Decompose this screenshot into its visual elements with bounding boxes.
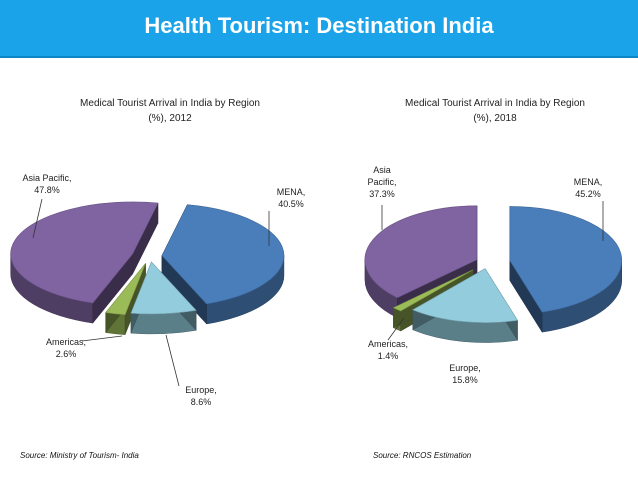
chart-2012-title: Medical Tourist Arrival in India by Regi… <box>20 96 320 126</box>
label-asia-2018-value: 37.3% <box>369 189 395 199</box>
slice-mena <box>161 204 285 325</box>
label-mena-2018-value: 45.2% <box>575 189 601 199</box>
label-mena-2018: MENA, 45.2% <box>565 176 611 200</box>
label-mena-2018-name: MENA, <box>573 177 603 187</box>
label-americas-2012: Americas, 2.6% <box>38 336 94 360</box>
chart-2012-title-line2: (%), 2012 <box>148 113 192 124</box>
label-mena-2012-name: MENA, <box>276 187 306 197</box>
label-asia-2012: Asia Pacific, 47.8% <box>22 172 72 196</box>
slice-europe <box>130 261 197 335</box>
label-asia-2012-value: 47.8% <box>34 185 60 195</box>
label-americas-2012-value: 2.6% <box>55 349 77 359</box>
label-europe-2018-value: 15.8% <box>452 375 478 385</box>
pie-chart-2012 <box>10 201 285 335</box>
label-europe-2018: Europe, 15.8% <box>442 362 488 386</box>
chart-2018-title-line2: (%), 2018 <box>473 113 517 124</box>
label-europe-2012-value: 8.6% <box>190 397 212 407</box>
label-americas-2018: Americas, 1.4% <box>360 338 416 362</box>
leader-americas-2012 <box>81 335 123 342</box>
slice-europe <box>412 267 519 343</box>
leader-europe-2012 <box>165 334 180 387</box>
label-asia-2018-name1: Asia <box>373 165 391 175</box>
label-europe-2012: Europe, 8.6% <box>178 384 224 408</box>
label-mena-2012-value: 40.5% <box>278 199 304 209</box>
leader-lines <box>32 198 604 387</box>
leader-americas-2018 <box>387 317 405 341</box>
label-americas-2018-value: 1.4% <box>377 351 399 361</box>
chart-2018-title-line1: Medical Tourist Arrival in India by Regi… <box>405 98 585 109</box>
page-title: Health Tourism: Destination India <box>144 13 494 38</box>
chart-2012-title-line1: Medical Tourist Arrival in India by Regi… <box>80 98 260 109</box>
label-asia-2018-name2: Pacific, <box>367 177 397 187</box>
chart-2018-title: Medical Tourist Arrival in India by Regi… <box>345 96 638 126</box>
label-asia-2018: Asia Pacific, 37.3% <box>362 164 402 200</box>
source-note-2012: Source: Ministry of Tourism- India <box>20 451 139 460</box>
label-asia-2012-name: Asia Pacific, <box>22 173 72 183</box>
label-americas-2012-name: Americas, <box>45 337 86 347</box>
slice-americas <box>105 262 146 335</box>
label-europe-2012-name: Europe, <box>185 385 217 395</box>
title-banner: Health Tourism: Destination India <box>0 0 638 58</box>
label-americas-2018-name: Americas, <box>367 339 408 349</box>
label-mena-2012: MENA, 40.5% <box>268 186 314 210</box>
slice-mena <box>509 206 623 334</box>
leader-asia-2012 <box>32 198 43 239</box>
pie-chart-2018 <box>364 205 623 343</box>
slice-asia-pacific <box>10 201 159 324</box>
label-europe-2018-name: Europe, <box>449 363 481 373</box>
source-note-2018: Source: RNCOS Estimation <box>373 451 472 460</box>
